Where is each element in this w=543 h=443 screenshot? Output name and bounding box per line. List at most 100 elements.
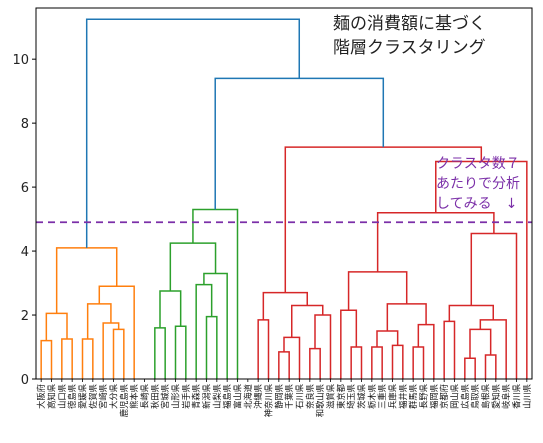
leaf-label-17: 山梨県 [212,384,222,409]
plot-frame [35,7,533,380]
leaf-label-20: 北海道 [243,384,253,409]
leaf-label-11: 秋田県 [150,384,160,409]
link-4 [112,328,125,379]
link-27 [391,344,404,379]
link-31 [386,303,427,332]
link-3 [81,338,94,379]
link-19 [283,336,301,379]
leaf-label-39: 京都府 [439,384,449,409]
leaf-label-29: 東京都 [336,384,346,409]
leaf-label-32: 栃木県 [367,384,377,409]
link-2 [45,312,68,341]
link-26 [371,346,383,379]
link-12 [205,315,218,379]
leaf-label-31: 茨城県 [357,384,367,409]
leaf-label-46: 香川県 [512,384,522,409]
leaf-label-12: 宮城県 [160,384,170,409]
link-44 [85,18,301,248]
leaf-label-37: 長野県 [419,384,429,409]
link-5 [102,322,120,379]
link-6 [86,303,112,340]
y-tick-label-2: 2 [21,309,29,324]
link-21 [314,314,332,379]
leaf-label-30: 埼玉県 [346,384,356,409]
link-13 [195,283,213,379]
link-30 [417,323,435,379]
link-7 [98,285,135,379]
link-37 [479,319,507,379]
leaf-label-24: 千葉県 [284,384,294,409]
leaf-label-42: 鳥取県 [470,384,480,409]
leaf-label-33: 三重県 [377,384,387,409]
cut-annotation: クラスタ数７あたりで分析してみる ↓ [436,156,520,212]
leaf-label-41: 広島県 [460,384,470,409]
y-tick-label-0: 0 [21,373,29,388]
link-17 [257,319,270,379]
link-23 [262,291,308,320]
leaf-label-14: 岩手県 [181,384,191,409]
link-9 [154,327,166,379]
link-8 [55,247,118,314]
link-0 [40,339,53,379]
link-16 [192,208,239,379]
link-25 [340,309,358,379]
link-33 [443,320,456,379]
leaf-label-34: 兵庫県 [388,384,398,409]
leaf-label-35: 福井県 [398,384,408,409]
leaf-label-2: 山口県 [57,384,67,409]
leaf-label-10: 長崎県 [140,384,150,409]
x-axis-leaf-labels: 大阪府 高知県 山口県 徳島県 愛媛県 佐賀県 宮崎県 大分県 鹿児島県 熊本県 長崎県 秋田県 宮城県… [36,379,532,417]
leaf-label-47: 山川県 [522,384,532,409]
leaf-label-13: 山形県 [171,384,181,409]
y-tick-label-4: 4 [21,245,29,260]
leaf-label-23: 静岡県 [274,384,284,409]
leaf-label-7: 大分県 [109,384,119,409]
leaf-label-22: 神奈川県 [264,384,274,417]
leaf-label-18: 福島県 [222,384,232,409]
chart-title: 麺の消費額に基づく階層クラスタリング [333,14,486,58]
link-10 [174,325,187,379]
leaf-label-21: 沖縄県 [253,384,263,409]
link-15 [169,242,217,292]
link-35 [484,354,497,379]
link-24 [350,346,363,379]
y-tick-label-6: 6 [21,181,29,196]
leaf-label-4: 愛媛県 [78,384,88,409]
leaf-label-26: 奈良県 [305,384,315,409]
leaf-label-38: 福岡県 [429,384,439,409]
leaf-label-28: 滋賀県 [326,384,336,409]
leaf-label-19: 富山県 [233,384,243,409]
link-32 [347,271,408,311]
leaf-label-5: 佐賀県 [88,384,98,409]
y-tick-label-8: 8 [21,117,29,132]
link-18 [278,351,290,379]
link-1 [61,338,73,379]
link-22 [291,304,324,338]
leaf-label-3: 徳島県 [67,384,77,409]
link-28 [376,330,399,348]
link-14 [203,272,228,379]
leaf-label-1: 高知県 [47,384,57,409]
leaf-label-16: 新潟県 [202,384,212,409]
leaf-label-0: 大阪府 [36,384,46,409]
link-36 [469,328,492,359]
link-11 [159,290,182,328]
link-38 [448,304,494,322]
leaf-label-25: 石川県 [295,384,305,409]
leaf-label-36: 群馬県 [408,384,418,409]
leaf-label-43: 島根県 [481,384,491,409]
leaf-label-8: 鹿児島県 [119,384,129,417]
leaf-label-44: 愛知県 [491,384,501,409]
link-34 [464,357,476,379]
leaf-label-15: 青森県 [191,384,201,409]
link-43 [214,77,385,210]
y-tick-label-10: 10 [12,53,29,68]
leaf-label-27: 和歌山県 [315,384,325,417]
y-axis: 0 2 4 6 8 10 [12,53,36,388]
link-20 [309,347,321,379]
leaf-label-9: 熊本県 [129,384,139,409]
link-29 [412,346,425,379]
leaf-label-45: 岐阜県 [501,384,511,409]
leaf-label-6: 宮崎県 [98,384,108,409]
